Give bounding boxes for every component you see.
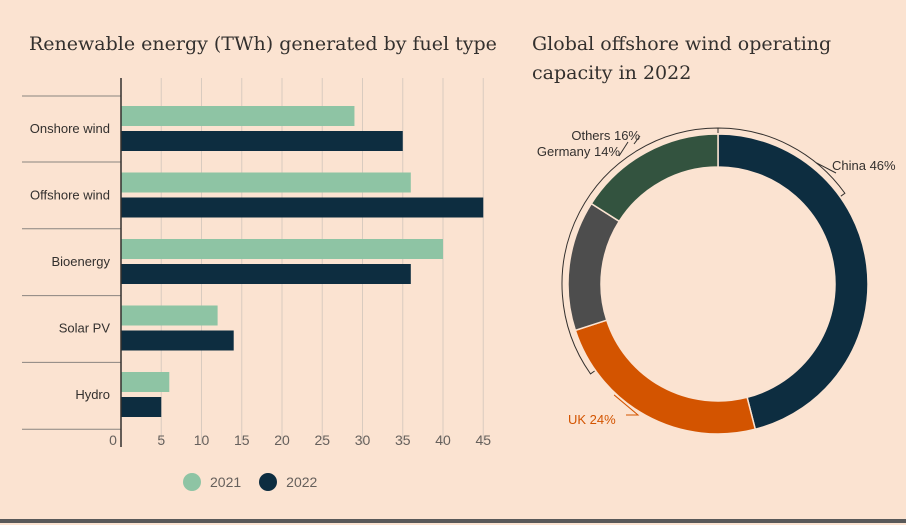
category-label-onshore-wind: Onshore wind	[30, 121, 110, 136]
bar-solar-pv-2022	[121, 330, 234, 351]
x-tick-label: 20	[274, 432, 290, 448]
x-tick-label: 45	[475, 432, 491, 448]
donut-slice-others	[590, 133, 719, 223]
germany-others-bracket	[561, 127, 719, 375]
bar-offshore-wind-2021	[121, 172, 411, 193]
label-china: China 46%	[832, 158, 896, 173]
bar-bioenergy-2021	[121, 239, 443, 259]
x-tick-label: 0	[109, 432, 117, 448]
x-tick-label: 35	[395, 432, 411, 448]
legend-label-2021: 2021	[210, 474, 242, 490]
bar-hydro-2022	[121, 397, 162, 417]
legend-item-2021: 2021	[183, 473, 241, 491]
donut-slice-germany	[567, 202, 621, 332]
label-uk: UK 24%	[568, 412, 616, 427]
category-label-hydro: Hydro	[75, 387, 110, 402]
bar-onshore-wind-2022	[121, 131, 403, 151]
legend-swatch-2022	[259, 473, 278, 491]
category-label-offshore-wind: Offshore wind	[30, 188, 110, 203]
x-tick-label: 5	[157, 432, 165, 448]
donut-chart: China 46% UK 24% Others 16%Germany 14%	[537, 127, 896, 435]
china-leader-line	[815, 162, 837, 174]
bottom-rule	[0, 519, 906, 523]
label-others: Others 16%	[571, 128, 640, 143]
donut-chart-title: Global offshore wind operating capacity …	[532, 33, 832, 84]
bar-bioenergy-2022	[121, 264, 411, 284]
x-tick-label: 25	[314, 432, 330, 448]
bar-chart-title: Renewable energy (TWh) generated by fuel…	[29, 33, 497, 55]
legend-swatch-2021	[183, 473, 201, 491]
china-label-bracket	[717, 127, 846, 197]
x-tick-label: 15	[234, 432, 250, 448]
germany-leader-line	[618, 141, 629, 157]
donut-slice-china	[717, 133, 869, 431]
label-germany: Germany 14%	[537, 144, 621, 159]
bar-chart: 0 5 10 15 20 25 30 35 40 45 Onshore wind Offshore w…	[22, 78, 491, 448]
bar-chart-legend: 2021 2022	[183, 470, 317, 494]
bar-onshore-wind-2021	[121, 106, 355, 126]
x-tick-label: 30	[355, 432, 371, 448]
bar-solar-pv-2021	[121, 305, 218, 326]
x-tick-label: 40	[435, 432, 451, 448]
category-label-bioenergy: Bioenergy	[51, 254, 110, 269]
uk-leader-line	[613, 394, 640, 416]
x-tick-label: 10	[194, 432, 210, 448]
bar-offshore-wind-2022	[121, 197, 484, 218]
others-leader-line	[633, 135, 641, 145]
legend-label-2022: 2022	[286, 474, 318, 490]
bar-hydro-2021	[121, 372, 170, 392]
category-label-solar-pv: Solar PV	[59, 321, 111, 336]
legend-item-2022: 2022	[259, 473, 317, 491]
